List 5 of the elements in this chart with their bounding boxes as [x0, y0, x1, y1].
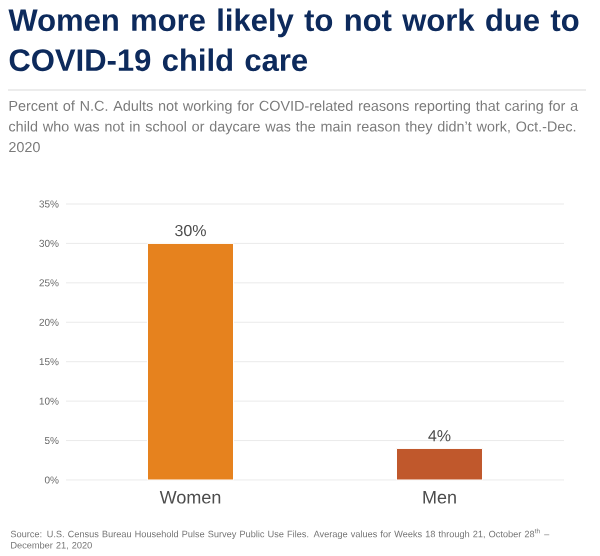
data-label: 30% — [175, 224, 206, 237]
x-tick-label: Women — [159, 491, 221, 504]
x-tick-label: Men — [423, 491, 456, 504]
chart-title: Women more likely to not work due to COVID-19 child care — [8, 8, 579, 72]
data-label: 4% — [428, 430, 451, 442]
